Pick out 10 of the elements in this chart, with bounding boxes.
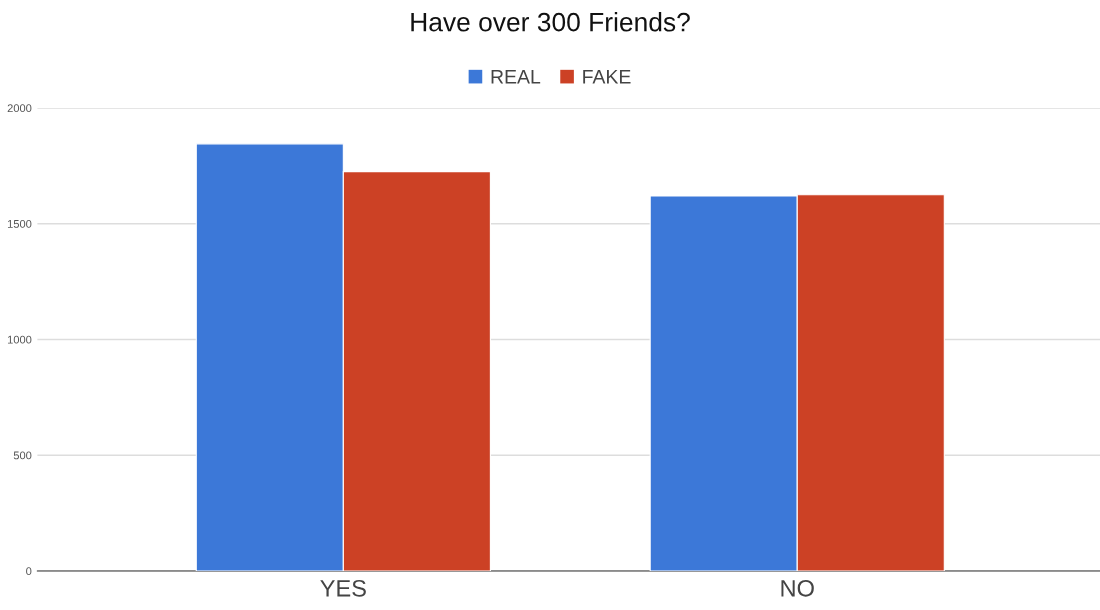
y-tick-label: 2000 [7, 104, 32, 113]
y-tick-label: 1500 [7, 219, 32, 228]
y-tick-label: 0 [26, 567, 32, 576]
x-tick-label: YES [320, 579, 366, 597]
legend-label: REAL [491, 70, 541, 84]
legend-label: FAKE [583, 70, 631, 84]
y-tick-label: 500 [13, 451, 32, 460]
x-tick-label: NO [781, 579, 814, 597]
chart-title: Have over 300 Friends? [411, 12, 690, 32]
y-tick-label: 1000 [7, 335, 32, 344]
